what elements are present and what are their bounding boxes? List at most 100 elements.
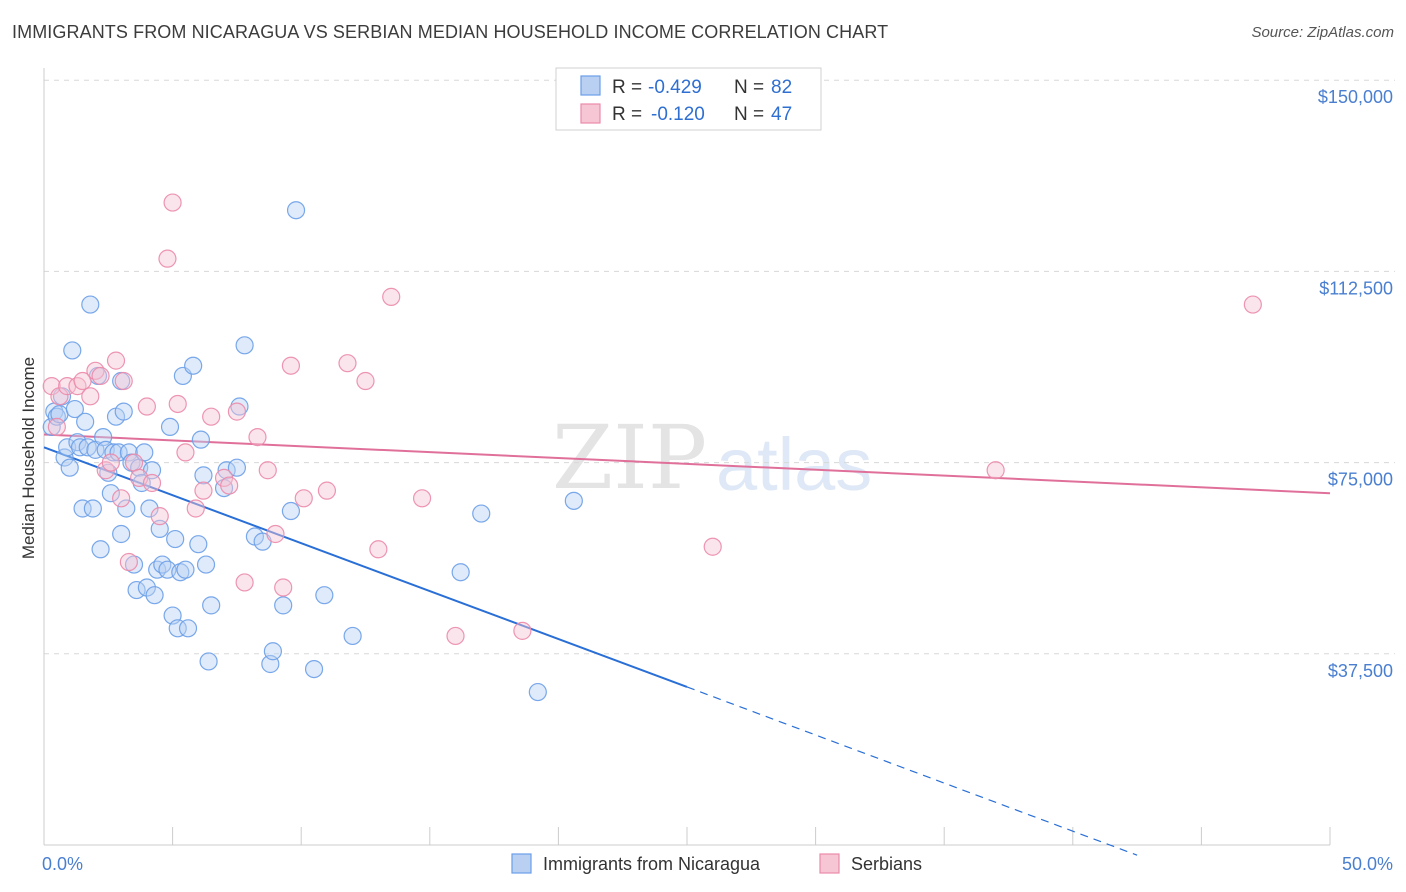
point-serbians bbox=[119, 552, 138, 572]
point-nicaragua bbox=[564, 491, 583, 510]
bottom-legend-swatch-blue bbox=[511, 853, 532, 874]
y-tick-label: $75,000 bbox=[1328, 470, 1393, 490]
axes: $37,500 $75,000 $112,500 $150,000 bbox=[43, 68, 1393, 846]
point-nicaragua bbox=[286, 201, 306, 220]
point-nicaragua bbox=[124, 555, 144, 574]
legend-r-value-1: -0.429 bbox=[648, 77, 702, 98]
y-tick-label: $112,500 bbox=[1319, 278, 1393, 298]
point-nicaragua bbox=[76, 412, 95, 431]
point-serbians bbox=[281, 356, 301, 375]
point-nicaragua bbox=[91, 540, 110, 559]
legend-n-label-1: N = bbox=[734, 77, 764, 98]
point-serbians bbox=[142, 473, 162, 493]
point-nicaragua bbox=[227, 458, 246, 477]
point-nicaragua bbox=[112, 524, 131, 544]
legend-r-label-1: R = bbox=[612, 77, 642, 98]
point-nicaragua bbox=[83, 499, 102, 518]
trend-line-serbians bbox=[43, 433, 1331, 495]
point-nicaragua bbox=[68, 433, 87, 452]
point-serbians bbox=[235, 573, 254, 592]
point-serbians bbox=[114, 371, 133, 391]
point-nicaragua bbox=[70, 438, 90, 457]
point-serbians bbox=[317, 481, 337, 500]
point-nicaragua bbox=[137, 578, 156, 597]
chart-source: Source: ZipAtlas.com bbox=[1251, 24, 1394, 41]
point-serbians bbox=[176, 443, 195, 462]
point-nicaragua bbox=[160, 417, 180, 437]
point-nicaragua bbox=[472, 504, 491, 523]
legend-r-value-2: -0.120 bbox=[651, 104, 705, 125]
point-nicaragua bbox=[315, 586, 334, 605]
point-nicaragua bbox=[343, 626, 362, 646]
point-serbians bbox=[68, 377, 87, 396]
point-serbians bbox=[986, 461, 1005, 480]
point-serbians bbox=[47, 417, 66, 437]
point-nicaragua bbox=[235, 336, 254, 355]
point-serbians bbox=[168, 394, 187, 414]
point-nicaragua bbox=[140, 499, 159, 518]
point-serbians bbox=[163, 193, 182, 212]
x-tick-label-min: 0.0% bbox=[42, 854, 83, 874]
point-nicaragua bbox=[171, 563, 190, 582]
point-nicaragua bbox=[281, 501, 301, 521]
data-points bbox=[42, 193, 1262, 702]
point-serbians bbox=[446, 626, 465, 646]
point-nicaragua bbox=[451, 563, 470, 582]
bottom-legend-swatch-pink bbox=[819, 853, 840, 874]
legend-r-label-2: R = bbox=[612, 104, 642, 125]
point-nicaragua bbox=[194, 466, 213, 485]
point-serbians bbox=[258, 461, 277, 480]
point-nicaragua bbox=[178, 619, 198, 638]
point-serbians bbox=[266, 524, 285, 544]
point-nicaragua bbox=[117, 499, 136, 518]
point-nicaragua bbox=[81, 295, 100, 314]
point-serbians bbox=[101, 453, 120, 472]
point-nicaragua bbox=[199, 652, 218, 671]
point-nicaragua bbox=[196, 555, 216, 574]
legend-n-value-2: 47 bbox=[771, 104, 792, 125]
bottom-legend-label-serbians: Serbians bbox=[851, 854, 922, 874]
point-serbians bbox=[150, 507, 169, 526]
point-nicaragua bbox=[184, 356, 203, 375]
point-serbians bbox=[91, 366, 110, 386]
point-serbians bbox=[220, 476, 239, 495]
watermark-atlas: atlas bbox=[716, 423, 872, 506]
point-serbians bbox=[86, 361, 105, 380]
point-nicaragua bbox=[65, 399, 84, 419]
watermark: ZIP atlas bbox=[552, 406, 872, 509]
point-nicaragua bbox=[145, 586, 164, 605]
point-nicaragua bbox=[166, 529, 185, 549]
legend-n-value-1: 82 bbox=[771, 77, 792, 98]
point-serbians bbox=[42, 377, 61, 396]
point-nicaragua bbox=[148, 560, 167, 579]
watermark-zip: ZIP bbox=[552, 406, 707, 509]
point-nicaragua bbox=[263, 642, 283, 661]
point-serbians bbox=[50, 387, 69, 406]
point-nicaragua bbox=[168, 619, 187, 638]
point-nicaragua bbox=[153, 555, 172, 574]
point-nicaragua bbox=[114, 402, 133, 421]
point-serbians bbox=[73, 371, 92, 391]
point-serbians bbox=[1243, 295, 1262, 314]
point-nicaragua bbox=[101, 484, 120, 503]
grid bbox=[44, 79, 1395, 655]
point-nicaragua bbox=[150, 519, 169, 538]
chart-title: IMMIGRANTS FROM NICARAGUA VS SERBIAN MED… bbox=[12, 22, 889, 42]
point-nicaragua bbox=[274, 596, 293, 615]
point-nicaragua bbox=[189, 535, 208, 554]
point-serbians bbox=[356, 371, 375, 391]
point-nicaragua bbox=[304, 659, 324, 679]
point-nicaragua bbox=[528, 682, 547, 702]
legend-swatch-pink bbox=[580, 103, 601, 124]
point-serbians bbox=[106, 351, 126, 370]
point-serbians bbox=[248, 428, 267, 447]
y-tick-label: $37,500 bbox=[1328, 661, 1393, 681]
point-nicaragua bbox=[191, 430, 210, 449]
point-serbians bbox=[186, 499, 205, 518]
point-nicaragua bbox=[73, 499, 92, 518]
point-serbians bbox=[137, 397, 156, 416]
point-serbians bbox=[202, 407, 221, 426]
point-serbians bbox=[112, 489, 131, 508]
point-serbians bbox=[294, 489, 313, 508]
trend-line-nicaragua bbox=[43, 446, 688, 688]
